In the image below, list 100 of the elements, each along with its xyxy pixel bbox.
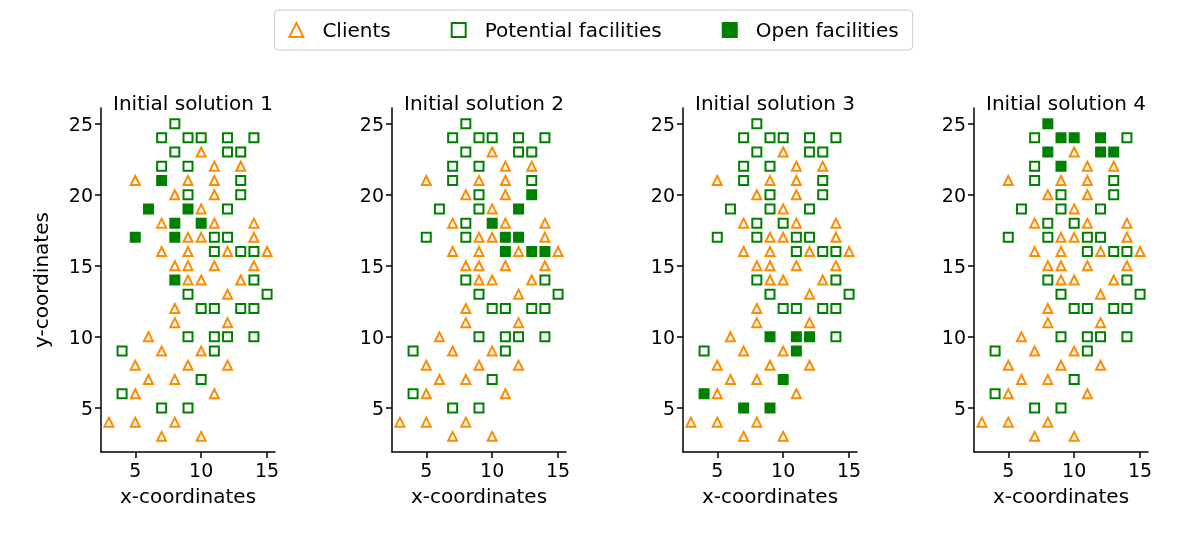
point: [790, 160, 802, 172]
point: [539, 246, 551, 258]
point: [976, 416, 988, 428]
point: [394, 416, 406, 428]
point: [764, 132, 776, 144]
point: [751, 217, 763, 229]
point: [738, 175, 750, 186]
point: [248, 331, 260, 343]
point: [738, 217, 750, 229]
point: [1095, 359, 1107, 371]
point: [486, 345, 498, 357]
point: [499, 260, 511, 272]
legend-label: Clients: [322, 18, 391, 42]
point: [447, 217, 459, 229]
point: [208, 302, 220, 314]
point: [1042, 302, 1054, 314]
point: [473, 132, 485, 144]
point: [817, 274, 829, 286]
point: [486, 146, 498, 158]
point: [526, 175, 538, 186]
point: [182, 260, 194, 272]
point: [1095, 288, 1107, 300]
point: [830, 260, 842, 272]
point: [235, 302, 247, 314]
point: [460, 416, 472, 428]
point: [208, 160, 220, 172]
y-tick-label: 5: [662, 396, 675, 419]
point: [156, 160, 168, 172]
point: [1068, 132, 1080, 144]
point: [156, 345, 168, 357]
chart-title: Initial solution 2: [404, 91, 564, 115]
point: [817, 246, 829, 258]
y-tick-label: 20: [941, 183, 966, 206]
point: [1108, 160, 1120, 172]
point: [1042, 416, 1054, 428]
point: [116, 345, 128, 357]
point: [751, 416, 763, 428]
x-tick-label: 15: [1128, 458, 1153, 481]
y-tick-label: 5: [371, 396, 384, 419]
point: [1055, 288, 1067, 300]
x-tick-label: 15: [546, 458, 571, 481]
point: [208, 345, 220, 357]
point: [1029, 217, 1041, 229]
point: [764, 288, 776, 300]
point: [1055, 402, 1067, 414]
point: [129, 359, 141, 371]
point: [989, 345, 1001, 357]
point: [182, 189, 194, 201]
point: [1055, 175, 1067, 186]
point: [777, 302, 789, 314]
point: [195, 231, 207, 243]
point: [169, 416, 181, 428]
point: [156, 217, 168, 229]
x-tick-label: 5: [420, 458, 433, 481]
point: [473, 260, 485, 272]
point: [790, 189, 802, 201]
point: [1121, 274, 1133, 286]
point: [499, 246, 511, 258]
point: [764, 402, 776, 414]
y-tick-label: 5: [953, 396, 966, 419]
point: [790, 246, 802, 258]
x-tick-label: 10: [480, 458, 505, 481]
point: [208, 388, 220, 400]
point: [526, 246, 538, 258]
point: [486, 231, 498, 243]
point: [698, 388, 710, 400]
point: [1042, 118, 1054, 130]
point: [1081, 189, 1093, 201]
point: [169, 146, 181, 158]
point: [764, 331, 776, 343]
point: [447, 132, 459, 144]
point: [1002, 388, 1014, 400]
point: [526, 160, 538, 172]
point: [486, 203, 498, 215]
x-tick-label: 15: [837, 458, 862, 481]
point: [1002, 231, 1014, 243]
point: [156, 402, 168, 414]
point: [407, 345, 419, 357]
point: [473, 231, 485, 243]
point: [222, 132, 234, 144]
point: [843, 288, 855, 300]
point: [156, 430, 168, 442]
point: [764, 175, 776, 186]
point: [790, 302, 802, 314]
point: [685, 416, 697, 428]
point: [1042, 260, 1054, 272]
y-tick-label: 15: [941, 254, 966, 277]
point: [1108, 175, 1120, 186]
point: [698, 345, 710, 357]
point: [1068, 217, 1080, 229]
point: [473, 246, 485, 258]
point: [1108, 146, 1120, 158]
chart-title: Initial solution 3: [695, 91, 855, 115]
point: [526, 274, 538, 286]
point: [420, 388, 432, 400]
point: [1068, 231, 1080, 243]
point: [222, 146, 234, 158]
point: [208, 231, 220, 243]
point: [182, 331, 194, 343]
y-tick-label: 20: [359, 183, 384, 206]
